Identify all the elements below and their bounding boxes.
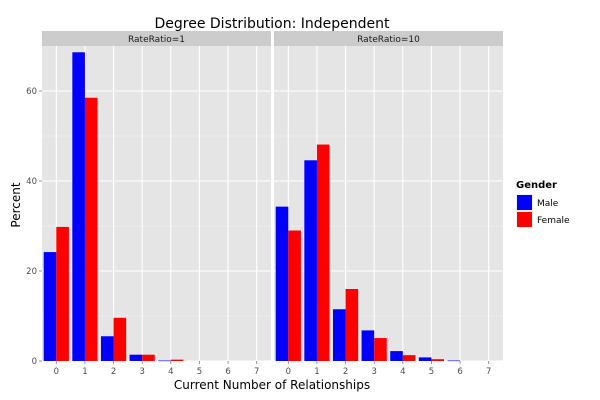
legend-label-male: Male (537, 199, 559, 209)
bar-female (431, 359, 445, 361)
facet-strip (42, 31, 271, 46)
x-tick-label: 7 (486, 367, 491, 377)
bar-male (390, 351, 403, 361)
bar-male (332, 309, 346, 361)
facet-strip-label: RateRatio=10 (357, 35, 420, 45)
facet-strip-label: RateRatio=1 (128, 35, 185, 45)
chart-title: Degree Distribution: Independent (155, 16, 390, 32)
bar-female (402, 355, 416, 361)
x-tick-label: 5 (429, 367, 434, 377)
x-tick-label: 3 (371, 367, 376, 377)
bar-male (304, 160, 317, 361)
bar-female (345, 289, 359, 361)
facet-strip (274, 31, 503, 46)
bar-male (43, 252, 57, 361)
bar-female (142, 354, 155, 361)
x-tick-label: 0 (54, 367, 59, 377)
bar-male (361, 330, 375, 361)
x-tick-label: 6 (457, 367, 462, 377)
bar-male (275, 206, 289, 361)
bar-female (316, 144, 330, 361)
x-axis-label: Current Number of Relationships (174, 378, 370, 392)
x-tick-label: 4 (400, 367, 405, 377)
x-tick-label: 1 (82, 367, 87, 377)
x-tick-label: 0 (286, 367, 291, 377)
x-tick-label: 4 (168, 367, 173, 377)
bar-female (56, 226, 69, 361)
bar-female (288, 230, 301, 361)
bar-female (113, 317, 127, 361)
y-axis-label: Percent (9, 182, 23, 227)
x-tick-label: 7 (254, 367, 259, 377)
legend-label-female: Female (537, 216, 570, 226)
bar-female (84, 97, 98, 361)
y-tick-label: 60 (26, 87, 37, 97)
x-tick-label: 3 (139, 367, 144, 377)
x-tick-label: 1 (314, 367, 319, 377)
x-tick-label: 2 (111, 367, 116, 377)
legend-key-male (517, 195, 532, 210)
legend-key-female (517, 212, 532, 227)
bar-male (158, 360, 171, 362)
bar-male (447, 360, 461, 362)
bar-female (170, 359, 184, 361)
x-tick-label: 2 (343, 367, 348, 377)
x-tick-label: 5 (197, 367, 202, 377)
legend-title: Gender (516, 180, 557, 191)
bar-male (100, 336, 114, 361)
bar-female (374, 338, 387, 361)
y-tick-label: 20 (26, 267, 37, 277)
bar-male (72, 52, 85, 362)
y-tick-label: 40 (26, 177, 37, 187)
y-tick-label: 0 (32, 357, 37, 367)
bar-male (418, 357, 432, 361)
legend: Gender Male Female (516, 180, 570, 228)
bar-male (129, 354, 143, 361)
x-tick-label: 6 (225, 367, 230, 377)
